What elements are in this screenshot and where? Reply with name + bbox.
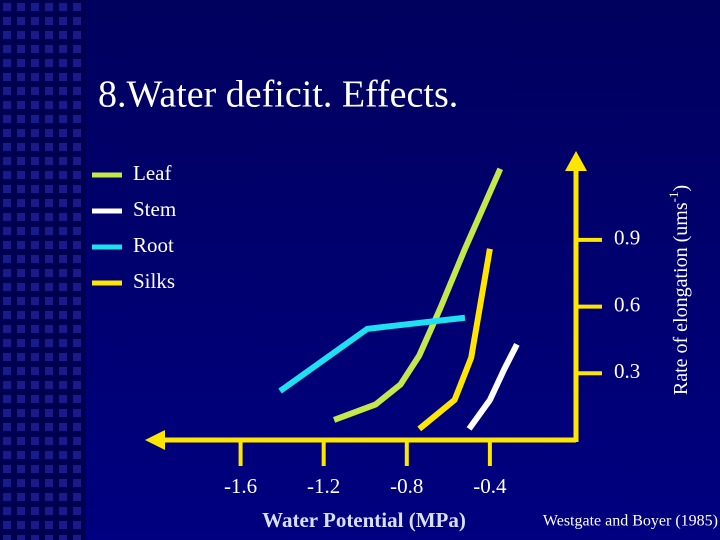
series-line [417,248,493,432]
y-axis-label-sup: -1 [666,192,681,203]
y-axis-arrow [565,151,587,171]
series-line [333,167,504,423]
y-tick-label: 0.6 [614,292,640,316]
series-line [466,343,520,431]
y-axis-label: Rate of elongation (ums-1) [666,185,692,395]
x-axis-label: Water Potential (MPa) [262,508,466,532]
legend-label: Root [133,233,174,257]
x-tick-label: -1.2 [307,474,340,498]
series-line [278,314,466,394]
y-axis-label-text: Rate of elongation (ums [670,202,692,395]
legend-label: Leaf [133,161,171,185]
legend-label: Silks [133,269,175,293]
legend-label: Stem [133,197,176,221]
x-axis-arrow [145,430,165,450]
x-tick-label: -1.6 [224,474,257,498]
y-axis-label-end: ) [670,185,692,192]
side-strip [0,0,86,540]
y-tick-label: 0.3 [614,359,640,383]
source: Westgate and Boyer (1985) [543,513,718,530]
y-tick-label: 0.9 [614,226,640,250]
slide-title: 8.Water deficit. Effects. [98,74,458,116]
x-tick-label: -0.8 [390,474,423,498]
x-tick-label: -0.4 [473,474,507,498]
